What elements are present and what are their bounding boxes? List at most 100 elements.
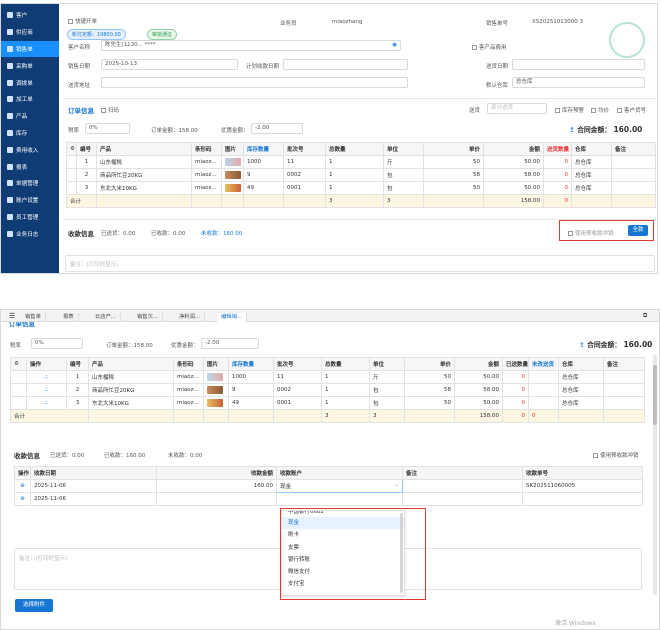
cell-warehouse[interactable]: 总仓库 [558, 370, 604, 384]
cell-unit[interactable]: 斤 [383, 155, 424, 169]
dropdown-option[interactable]: 银行转账 [288, 556, 311, 563]
use-prepaid-checkbox-2[interactable]: 使用预收款冲销 [593, 451, 639, 459]
scan-checkbox[interactable]: 扫码 [101, 106, 119, 114]
receipt-remark-cell[interactable] [402, 479, 523, 493]
dropdown-option[interactable]: 支付宝 [288, 581, 305, 588]
tab-0[interactable]: 销售单 [21, 313, 46, 322]
cell-barcode[interactable]: miaoz... [191, 155, 222, 169]
cell-product[interactable]: 商品所忙豆20KG [96, 168, 192, 182]
cell-warehouse[interactable]: 总仓库 [558, 396, 604, 410]
menu-icon[interactable]: ☰ [9, 312, 16, 320]
discount-field-2[interactable]: -2.00 [201, 338, 259, 349]
cell-price[interactable]: 58 [423, 168, 484, 182]
sidebar-item-6[interactable]: 产品 [1, 108, 59, 125]
tax-select-2[interactable]: 0% [31, 338, 83, 349]
cell-unit[interactable]: 包 [383, 181, 424, 195]
cell-no[interactable]: 1 [66, 370, 89, 384]
cell-unit[interactable]: 包 [383, 168, 424, 182]
receipt-amount-cell[interactable]: 160.00 [156, 479, 277, 493]
receipt-date-cell[interactable]: 2025-11-06 [30, 492, 157, 506]
cell-remark[interactable] [611, 181, 656, 195]
receipt-no-cell[interactable]: SK202511060005 [522, 479, 643, 493]
tab-3[interactable]: 销售欠... [133, 313, 163, 322]
cell-qty[interactable]: 1 [325, 181, 384, 195]
cust-product-fee-checkbox[interactable]: 客产品费用 [472, 43, 507, 51]
cell-remark[interactable] [603, 370, 645, 384]
settings-icon[interactable]: ⚙ [10, 357, 27, 371]
cell-sent[interactable]: 0 [502, 383, 529, 397]
sidebar-item-4[interactable]: 调拨单 [1, 74, 59, 91]
cell-barcode[interactable]: miaoz... [191, 181, 222, 195]
tab-5[interactable]: 编辑销... [217, 313, 247, 322]
cell-qty[interactable]: 1 [321, 370, 370, 384]
sidebar-item-12[interactable]: 员工管理 [1, 209, 59, 226]
cell-batch[interactable]: 0002 [283, 168, 326, 182]
cell-amount[interactable]: 58.00 [454, 383, 503, 397]
sidebar-item-10[interactable]: 单据管理 [1, 175, 59, 192]
remark-textarea[interactable]: 备注：(打印时显示) [65, 255, 655, 272]
cell-amount[interactable]: 50.00 [483, 181, 544, 195]
cell-batch[interactable]: 0001 [283, 181, 326, 195]
dropdown-option[interactable]: 现金 [282, 517, 404, 530]
receipt-amount-cell[interactable] [156, 492, 277, 506]
cell-ship[interactable]: 0 [543, 155, 572, 169]
cell-img[interactable] [221, 181, 244, 195]
delivery-date-field[interactable] [512, 59, 645, 70]
stock-warning-checkbox[interactable]: 库存预警 [555, 106, 584, 114]
plan-date-field[interactable] [283, 59, 408, 70]
cell-blank[interactable] [528, 370, 559, 384]
sidebar-item-3[interactable]: 采购单 [1, 57, 59, 74]
cell-no[interactable]: 3 [66, 396, 89, 410]
sales-date-field[interactable]: 2025-10-13 [101, 59, 238, 70]
cell-qty[interactable]: 1 [325, 155, 384, 169]
cell-amount[interactable]: 50.00 [454, 396, 503, 410]
cell-unit[interactable]: 包 [369, 383, 405, 397]
receipt-remark-cell[interactable] [402, 492, 523, 506]
tab-4[interactable]: 净利润... [175, 313, 205, 322]
cell-price[interactable]: 50 [404, 396, 455, 410]
expand-icon[interactable]: ⧉ [643, 312, 648, 319]
dropdown-option[interactable]: 刷卡 [288, 532, 300, 539]
cell-remark[interactable] [603, 383, 645, 397]
warehouse-field[interactable]: 总仓库 [512, 77, 645, 88]
customer-code-checkbox[interactable]: 客户货号 [617, 106, 646, 114]
cell-remark[interactable] [603, 396, 645, 410]
cell-ship[interactable]: 0 [543, 181, 572, 195]
cell-unit[interactable]: 包 [369, 396, 405, 410]
receipt-no-cell[interactable] [522, 492, 643, 506]
cell-amount[interactable]: 50.00 [483, 155, 544, 169]
cell-amount[interactable]: 50.00 [454, 370, 503, 384]
sidebar-item-1[interactable]: 供应商 [1, 24, 59, 41]
sidebar-item-5[interactable]: 加工单 [1, 91, 59, 108]
cell-unit[interactable]: 斤 [369, 370, 405, 384]
select-attachment-button[interactable]: 选择附件 [15, 599, 53, 612]
cell-batch[interactable]: 11 [283, 155, 326, 169]
cell-price[interactable]: 50 [423, 181, 484, 195]
cell-no[interactable]: 1 [76, 155, 97, 169]
cell-barcode[interactable]: miaoz... [173, 396, 204, 410]
cell-batch[interactable]: 0001 [273, 396, 322, 410]
ship-select[interactable]: 部分送货 [487, 103, 547, 114]
remove-row-icon[interactable]: ⊗ [14, 492, 31, 506]
cell-barcode[interactable]: miaoz... [173, 383, 204, 397]
page-scrollbar[interactable] [653, 355, 657, 595]
cell-product[interactable]: 山东榴桃 [88, 370, 174, 384]
cell-amount[interactable]: 58.00 [483, 168, 544, 182]
cell-qty[interactable]: 1 [321, 383, 370, 397]
dropdown-option[interactable]: 微信支付 [288, 569, 311, 576]
cell-stock[interactable]: 49 [228, 396, 274, 410]
sidebar-item-0[interactable]: 客户 [1, 7, 59, 24]
cell-warehouse[interactable]: 总仓库 [571, 155, 612, 169]
row-actions-icon[interactable]: ⛬ [26, 383, 67, 397]
receipt-account-select[interactable]: 现金 ⌄ [276, 479, 403, 493]
cell-batch[interactable]: 0002 [273, 383, 322, 397]
cell-sent[interactable]: 0 [502, 370, 529, 384]
cell-product[interactable]: 山东榴桃 [96, 155, 192, 169]
cell-stock[interactable]: 9 [243, 168, 284, 182]
receipt-account-select[interactable] [276, 492, 403, 506]
row-actions-icon[interactable]: ⛬ [26, 370, 67, 384]
cell-price[interactable]: 58 [404, 383, 455, 397]
cell-warehouse[interactable]: 总仓库 [571, 168, 612, 182]
cell-blank[interactable] [528, 396, 559, 410]
customer-search-icon[interactable]: ◉ [392, 42, 397, 48]
